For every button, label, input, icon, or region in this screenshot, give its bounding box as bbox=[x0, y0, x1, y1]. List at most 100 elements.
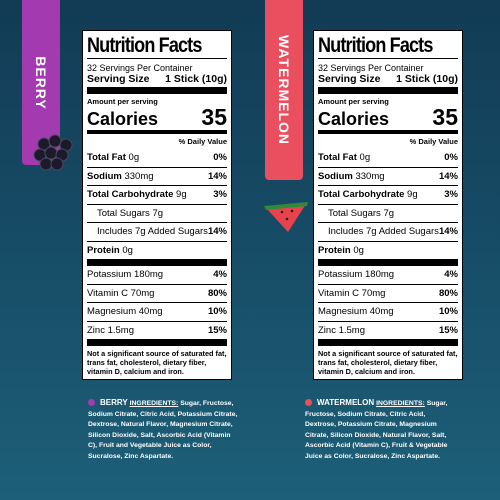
nutrition-panel: Nutrition Facts 32 Servings Per Container… bbox=[82, 30, 232, 380]
nutrient-row: Potassium 180mg 4% bbox=[87, 266, 227, 284]
nutrient-label: Protein bbox=[318, 244, 351, 256]
daily-value: 14% bbox=[207, 226, 227, 237]
nutrient-amount: 0g bbox=[122, 244, 133, 256]
daily-value: 0% bbox=[444, 152, 458, 163]
calories-row: Calories 35 bbox=[318, 106, 458, 130]
nutrient-amount: 330mg bbox=[124, 170, 154, 182]
nutrient-label: Magnesium bbox=[87, 306, 137, 317]
nutrient-amount: 40mg bbox=[138, 306, 163, 317]
nutrient-row: Vitamin C 70mg 80% bbox=[318, 283, 458, 303]
nutrient: Vitamin C 70mg bbox=[318, 285, 385, 303]
nutrient-amount: 40mg bbox=[369, 306, 394, 317]
nutrient: Potassium 180mg bbox=[318, 266, 394, 284]
nutrient-row: Total Carbohydrate 9g 3% bbox=[87, 185, 227, 204]
nutrient: Total Fat 0g bbox=[318, 149, 370, 167]
nutrient: Protein 0g bbox=[318, 242, 364, 260]
serving-size-row: Serving Size 1 Stick (10g) bbox=[318, 73, 458, 85]
calories-row: Calories 35 bbox=[87, 106, 227, 130]
nutrient: Zinc 1.5mg bbox=[87, 322, 134, 340]
divider bbox=[318, 259, 458, 266]
daily-value: 0% bbox=[213, 152, 227, 163]
calories-value: 35 bbox=[201, 104, 227, 130]
nutrient-label: Potassium bbox=[318, 269, 363, 280]
nutrient-label: Sodium bbox=[318, 170, 353, 182]
nutrient: Includes 7g Added Sugars bbox=[87, 223, 208, 241]
nutrient: Total Carbohydrate 9g bbox=[318, 186, 418, 204]
nutrient-row: Zinc 1.5mg 15% bbox=[318, 320, 458, 340]
nutrient-label: Includes 7g Added Sugars bbox=[97, 226, 208, 237]
nutrient-row: Vitamin C 70mg 80% bbox=[87, 283, 227, 303]
daily-value: 14% bbox=[438, 226, 458, 237]
nutrient-row: Includes 7g Added Sugars 14% bbox=[318, 222, 458, 241]
divider bbox=[87, 259, 227, 266]
nutrient-amount: 7g bbox=[383, 207, 395, 219]
daily-value: 4% bbox=[213, 269, 227, 280]
daily-value-header: % Daily Value bbox=[178, 137, 227, 146]
flavor-tab: WATERMELON bbox=[265, 0, 303, 180]
calories-label: Calories bbox=[318, 109, 390, 129]
divider bbox=[318, 130, 458, 134]
nutrient-label: Total Carbohydrate bbox=[87, 189, 174, 200]
nutrient-amount: 0g bbox=[353, 244, 364, 256]
ingredients: BERRY INGREDIENTS: Sugar, Fructose, Sodi… bbox=[88, 398, 238, 462]
serving-size: 1 Stick (10g) bbox=[396, 73, 458, 85]
nutrient-row: Potassium 180mg 4% bbox=[318, 266, 458, 284]
watermelon-icon bbox=[264, 202, 308, 232]
servings: 32 Servings Per Container bbox=[318, 58, 458, 73]
nutrient-label: Zinc bbox=[318, 324, 336, 336]
daily-value: 15% bbox=[207, 324, 227, 336]
nutrient-amount: 1.5mg bbox=[338, 324, 365, 336]
nutrient: Vitamin C 70mg bbox=[87, 285, 154, 303]
nutrient: Sodium 330mg bbox=[87, 168, 154, 186]
nutrient-label: Total Sugars bbox=[328, 207, 381, 219]
nutrient-amount: 0g bbox=[359, 152, 371, 163]
nutrient-label: Potassium bbox=[87, 269, 132, 280]
daily-value: 3% bbox=[213, 189, 227, 200]
serving-size: 1 Stick (10g) bbox=[165, 73, 227, 85]
daily-value: 10% bbox=[207, 306, 227, 317]
nutrient-row: Total Fat 0g 0% bbox=[318, 149, 458, 167]
daily-value-header: % Daily Value bbox=[409, 137, 458, 146]
footnote: Not a significant source of saturated fa… bbox=[87, 349, 227, 376]
ingredients: WATERMELON INGREDIENTS: Sugar, Fructose,… bbox=[305, 398, 455, 462]
tab-label: BERRY bbox=[33, 55, 49, 110]
nutrient-label: Total Carbohydrate bbox=[318, 189, 405, 200]
nutrient-label: Sodium bbox=[87, 170, 122, 182]
ingredients-label: INGREDIENTS: bbox=[129, 400, 179, 407]
daily-value: 14% bbox=[438, 170, 458, 182]
nutrient: Sodium 330mg bbox=[318, 168, 385, 186]
nutrient-amount: 7g bbox=[152, 207, 164, 219]
nutrient-label: Includes 7g Added Sugars bbox=[328, 226, 439, 237]
nutrient: Magnesium 40mg bbox=[318, 303, 394, 321]
ingredients-label: INGREDIENTS: bbox=[376, 400, 425, 407]
divider bbox=[87, 339, 227, 346]
ingredients-flavor: WATERMELON bbox=[317, 398, 375, 407]
divider bbox=[318, 87, 458, 94]
flavor-dot bbox=[88, 399, 95, 406]
nutrient-amount: 180mg bbox=[134, 269, 164, 280]
nutrient-label: Total Fat bbox=[87, 152, 126, 163]
nutrient-label: Total Fat bbox=[318, 152, 357, 163]
nutrient-label: Vitamin C bbox=[87, 287, 129, 299]
ingredients-flavor: BERRY bbox=[100, 398, 128, 407]
nutrient-amount: 180mg bbox=[365, 269, 395, 280]
nutrient-row: Protein 0g bbox=[318, 240, 458, 260]
nutrient-row: Total Sugars 7g bbox=[318, 203, 458, 223]
panel-title: Nutrition Facts bbox=[318, 34, 433, 57]
nutrient-label: Vitamin C bbox=[318, 287, 360, 299]
nutrition-panel: Nutrition Facts 32 Servings Per Container… bbox=[313, 30, 463, 380]
serving-size-label: Serving Size bbox=[87, 73, 150, 85]
serving-size-label: Serving Size bbox=[318, 73, 381, 85]
nutrient-label: Magnesium bbox=[318, 306, 368, 317]
nutrient: Total Fat 0g bbox=[87, 149, 139, 167]
daily-value: 3% bbox=[444, 189, 458, 200]
calories-value: 35 bbox=[432, 104, 458, 130]
panel-title: Nutrition Facts bbox=[87, 34, 202, 57]
nutrient-row: Protein 0g bbox=[87, 240, 227, 260]
nutrient-row: Magnesium 40mg 10% bbox=[87, 302, 227, 321]
daily-value: 15% bbox=[438, 324, 458, 336]
nutrient-amount: 0g bbox=[128, 152, 140, 163]
daily-value: 80% bbox=[438, 287, 458, 299]
calories-label: Calories bbox=[87, 109, 159, 129]
